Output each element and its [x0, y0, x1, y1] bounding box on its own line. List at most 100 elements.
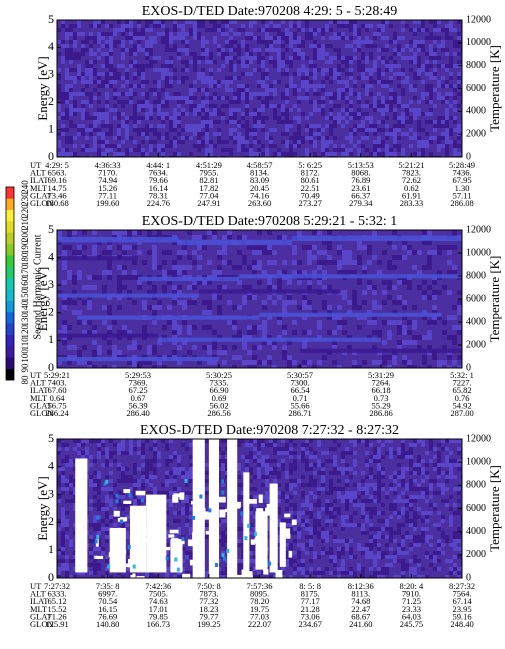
noise-cell — [57, 104, 61, 108]
noise-cell — [381, 20, 385, 24]
noise-cell — [221, 519, 225, 523]
noise-cell — [102, 270, 107, 275]
noise-cell — [65, 511, 69, 515]
noise-cell — [321, 96, 325, 100]
noise-cell — [332, 345, 337, 350]
noise-cell — [289, 455, 293, 459]
noise-cell — [173, 76, 177, 80]
noise-cell — [125, 451, 129, 455]
noise-cell — [193, 104, 197, 108]
noise-cell — [377, 335, 382, 340]
noise-cell — [297, 511, 301, 515]
noise-cell — [292, 360, 297, 365]
noise-cell — [407, 320, 412, 325]
noise-cell — [165, 60, 169, 64]
noise-cell — [345, 36, 349, 40]
noise-cell — [97, 128, 101, 132]
noise-cell — [67, 360, 72, 365]
noise-cell — [107, 330, 112, 335]
noise-cell — [421, 575, 425, 578]
noise-cell — [269, 48, 273, 52]
noise-cell — [401, 507, 405, 511]
noise-cell — [445, 132, 449, 136]
table-cell: 67.60 — [47, 385, 66, 395]
noise-cell — [97, 56, 101, 60]
noise-cell — [389, 451, 393, 455]
noise-cell — [221, 32, 225, 36]
table-cell: 7369. — [128, 378, 147, 388]
noise-cell — [445, 148, 449, 152]
noise-cell — [189, 100, 193, 104]
y-tick-label-left: 4 — [48, 39, 54, 53]
noise-cell — [113, 459, 117, 463]
noise-cell — [301, 84, 305, 88]
noise-cell — [377, 571, 381, 575]
noise-cell — [92, 340, 97, 345]
noise-cell — [325, 507, 329, 511]
noise-cell — [273, 467, 277, 471]
noise-cell — [205, 439, 209, 443]
noise-cell — [301, 523, 305, 527]
noise-cell — [405, 108, 409, 112]
noise-cell — [129, 48, 133, 52]
noise-cell — [267, 355, 272, 360]
noise-cell — [333, 463, 337, 467]
noise-cell — [302, 360, 307, 365]
noise-cell — [209, 80, 213, 84]
noise-cell — [257, 471, 261, 475]
noise-cell — [353, 499, 357, 503]
noise-cell — [427, 320, 432, 325]
noise-cell — [269, 439, 273, 443]
noise-cell — [247, 365, 252, 368]
noise-cell — [252, 330, 257, 335]
noise-cell — [405, 535, 409, 539]
panels: EXOS-D/TED Date:970208 4:29: 5 - 5:28:49… — [30, 4, 502, 629]
noise-cell — [445, 503, 449, 507]
table-cell: 4:44: 1 — [146, 160, 170, 170]
noise-cell — [277, 499, 281, 503]
noise-cell — [402, 325, 407, 330]
noise-cell — [353, 124, 357, 128]
noise-cell — [141, 32, 145, 36]
noise-cell — [433, 40, 437, 44]
table-cell: 57.11 — [453, 190, 472, 200]
noise-cell — [57, 240, 62, 245]
noise-cell — [325, 24, 329, 28]
noise-cell — [373, 128, 377, 132]
y-tick-label-left: 0 — [48, 360, 54, 374]
noise-cell — [253, 124, 257, 128]
noise-cell — [329, 491, 333, 495]
noise-cell — [333, 72, 337, 76]
noise-cell — [177, 300, 182, 305]
noise-cell — [242, 345, 247, 350]
noise-cell — [217, 96, 221, 100]
noise-cell — [233, 116, 237, 120]
noise-cell — [177, 255, 182, 260]
noise-cell — [265, 84, 269, 88]
noise-cell — [213, 112, 217, 116]
noise-cell — [165, 92, 169, 96]
noise-cell — [161, 152, 165, 156]
noise-cell — [153, 443, 157, 447]
noise-cell — [225, 475, 229, 479]
noise-cell — [421, 519, 425, 523]
noise-cell — [269, 136, 273, 140]
noise-cell — [302, 345, 307, 350]
noise-cell — [401, 483, 405, 487]
noise-cell — [197, 36, 201, 40]
noise-cell — [132, 345, 137, 350]
noise-cell — [73, 36, 77, 40]
noise-cell — [387, 285, 392, 290]
noise-cell — [173, 24, 177, 28]
noise-cell — [87, 360, 92, 365]
noise-cell — [353, 116, 357, 120]
table-cell: 7436. — [452, 168, 471, 178]
noise-cell — [65, 443, 69, 447]
noise-cell — [137, 100, 141, 104]
noise-cell — [445, 120, 449, 124]
noise-cell — [367, 260, 372, 265]
noise-cell — [329, 551, 333, 555]
noise-cell — [285, 471, 289, 475]
noise-cell — [241, 28, 245, 32]
table-cell: 7505. — [149, 589, 168, 599]
